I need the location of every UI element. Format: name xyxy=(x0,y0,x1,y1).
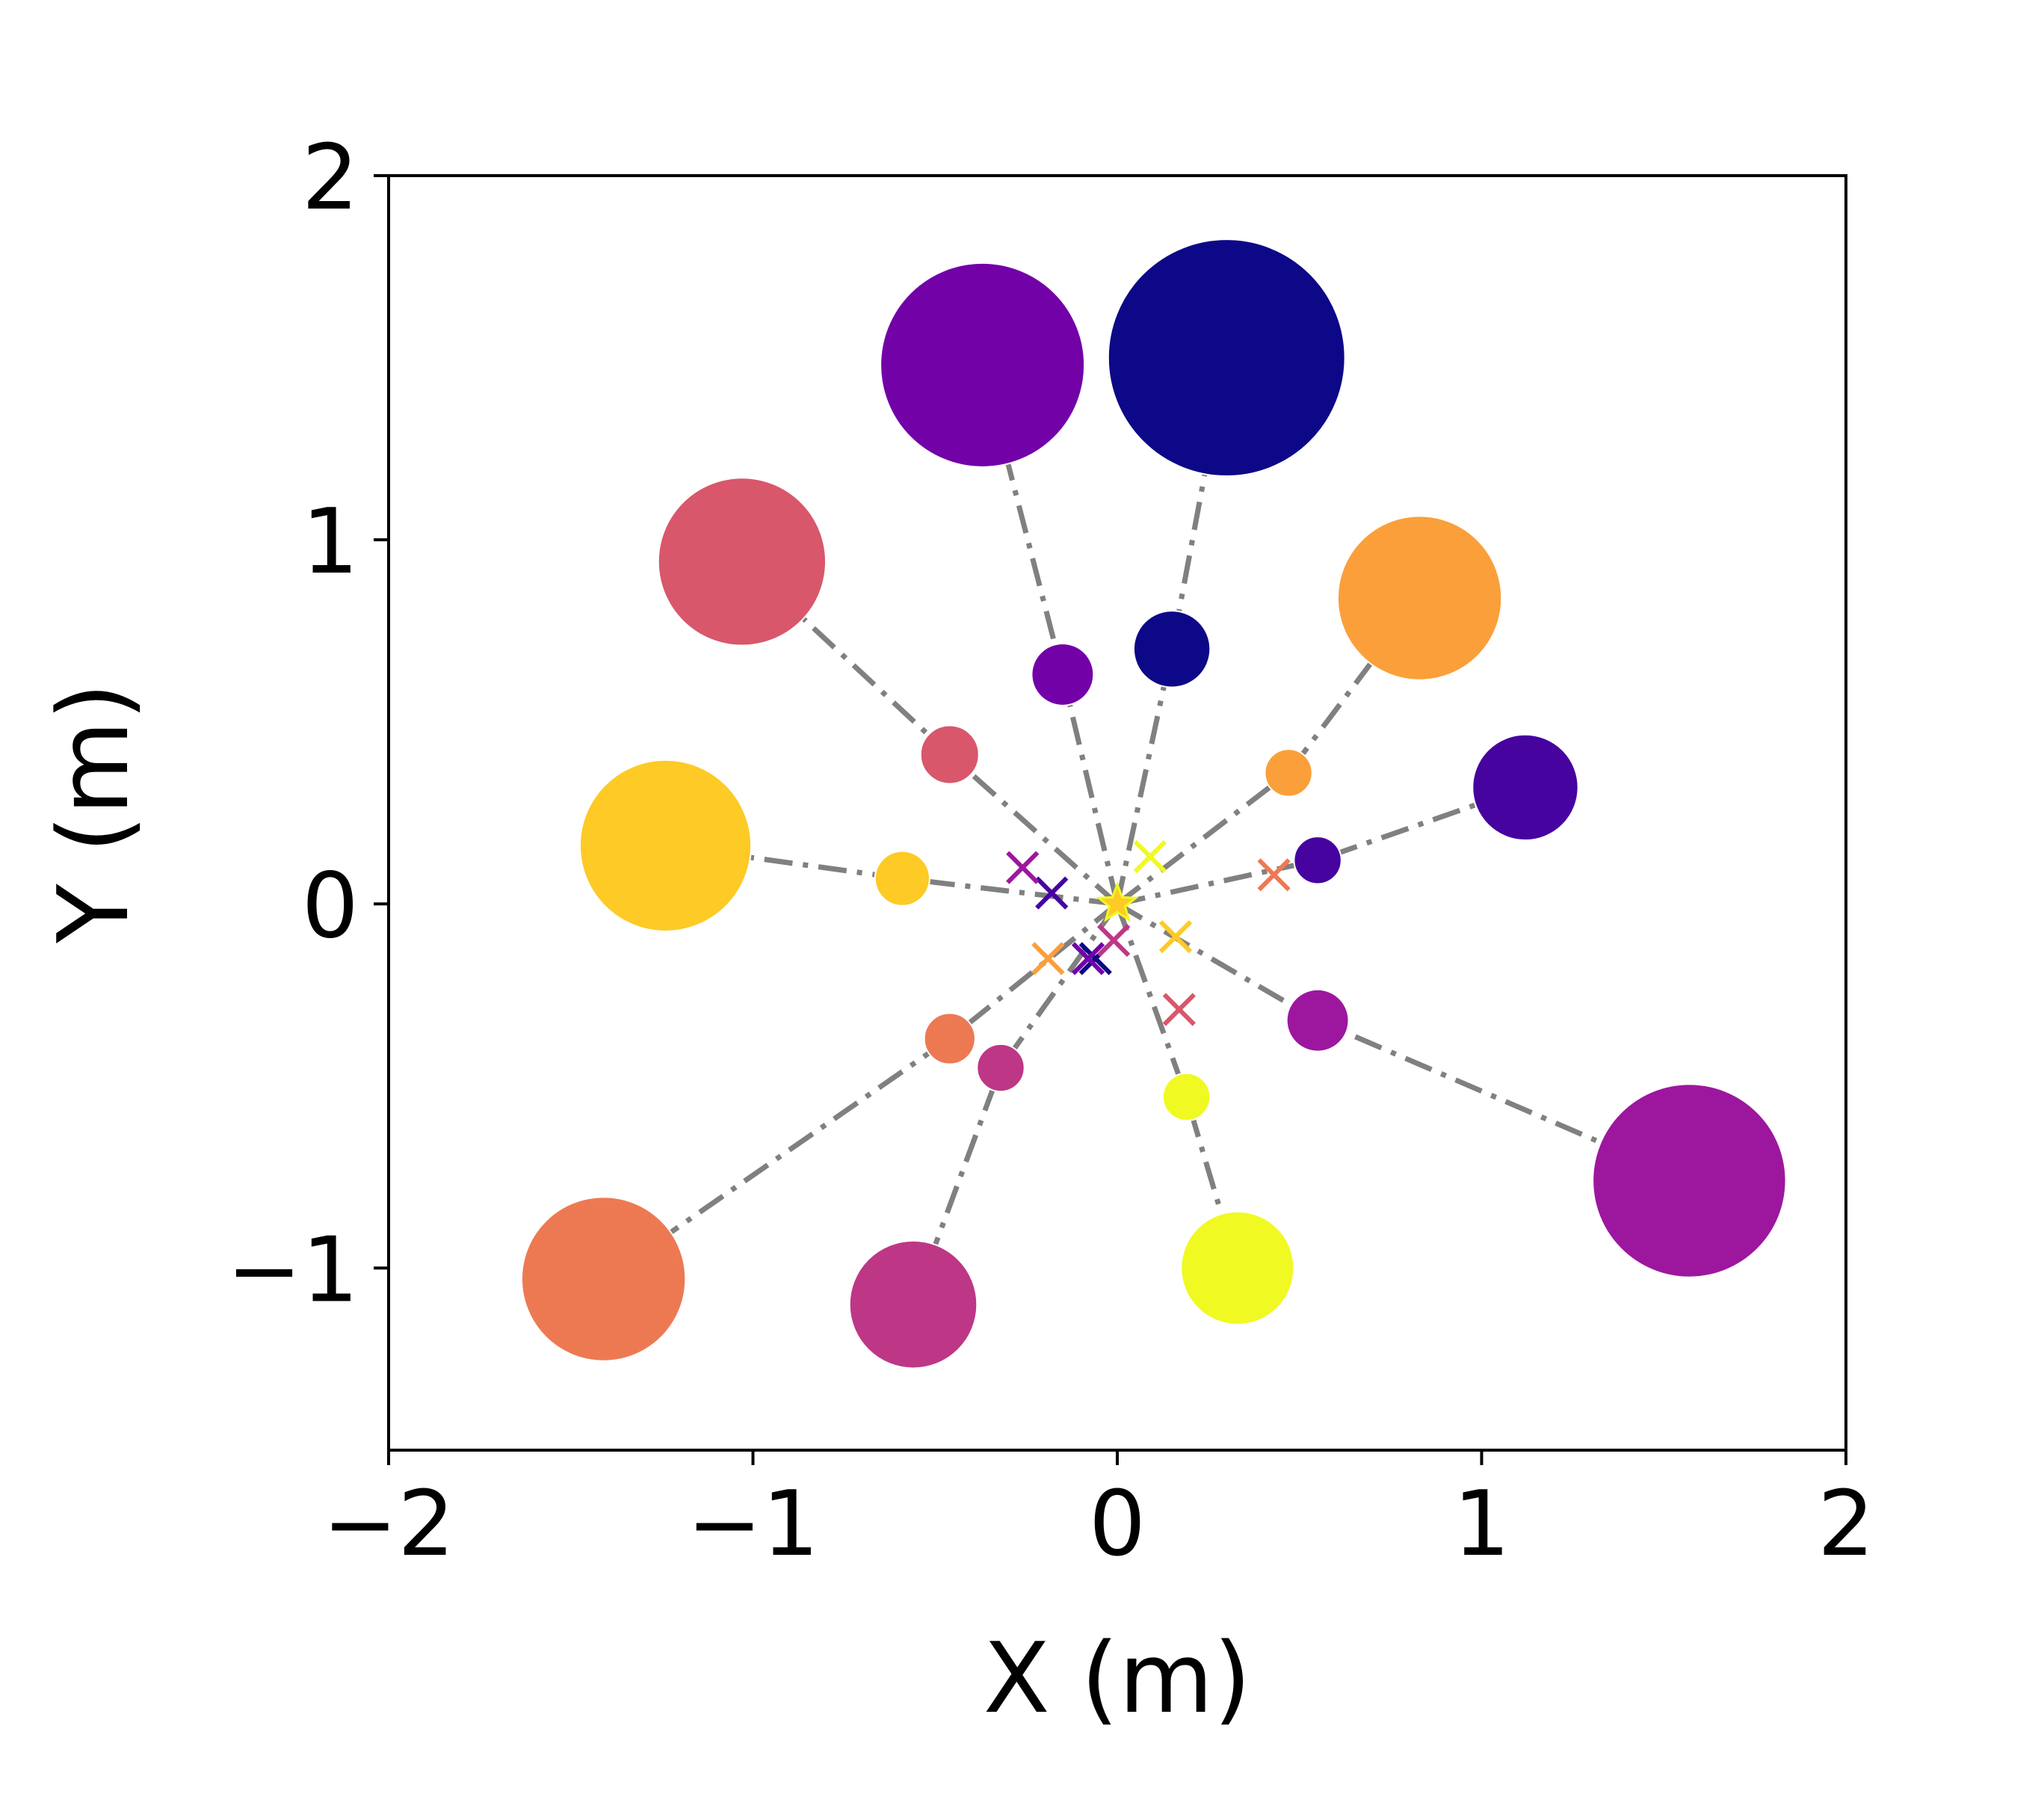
outer-point-3 xyxy=(880,262,1086,468)
outer-point-2 xyxy=(1472,733,1579,842)
x-tick-label: 2 xyxy=(1818,1473,1874,1576)
outer-point-6 xyxy=(657,477,827,647)
y-tick-label: 2 xyxy=(302,126,359,230)
cross-marker-9 xyxy=(1158,920,1193,954)
outer-point-5 xyxy=(848,1239,978,1369)
cross-marker-3 xyxy=(1071,942,1105,975)
inner-point-8 xyxy=(1264,748,1313,798)
x-axis-label: X (m) xyxy=(984,1621,1251,1735)
outer-point-8 xyxy=(1336,515,1503,681)
cross-marker-10 xyxy=(1133,839,1167,874)
x-tick-label: 0 xyxy=(1089,1473,1146,1576)
inner-point-1 xyxy=(1132,610,1211,688)
y-tick-label: −1 xyxy=(226,1218,359,1322)
outer-point-9 xyxy=(578,759,753,932)
inner-point-10 xyxy=(1161,1072,1211,1122)
cross-marker-6 xyxy=(1162,993,1196,1026)
inner-point-2 xyxy=(1293,836,1342,885)
data-markers xyxy=(520,238,1787,1369)
cross-marker-2 xyxy=(1035,876,1069,910)
cross-marker-4 xyxy=(1006,851,1040,884)
y-tick-label: 1 xyxy=(302,490,359,594)
inner-point-9 xyxy=(874,850,930,907)
inner-point-3 xyxy=(1031,642,1095,706)
x-tick-label: −2 xyxy=(323,1473,455,1576)
outer-point-10 xyxy=(1180,1210,1295,1325)
outer-point-7 xyxy=(520,1196,687,1362)
cross-marker-5 xyxy=(1097,923,1131,958)
outer-point-4 xyxy=(1592,1083,1787,1278)
inner-point-7 xyxy=(923,1012,976,1065)
spoke-line-5 xyxy=(910,902,1120,1306)
origin-star-marker xyxy=(1096,881,1139,922)
inner-point-4 xyxy=(1285,988,1350,1052)
axis-ticks: −2 −1 0 1 2 −1 0 1 2 xyxy=(226,126,1874,1576)
cross-marker-8 xyxy=(1031,942,1065,975)
inner-point-5 xyxy=(976,1043,1025,1093)
inner-point-6 xyxy=(919,724,980,785)
outer-point-1 xyxy=(1107,238,1346,478)
y-axis-label: Y (m) xyxy=(37,682,150,944)
spoke-line-9 xyxy=(665,842,1118,907)
y-tick-label: 0 xyxy=(302,854,359,958)
cross-marker-7 xyxy=(1257,858,1291,892)
spoke-line-7 xyxy=(602,901,1120,1281)
spoke-line-8 xyxy=(1115,596,1422,907)
x-tick-label: 1 xyxy=(1453,1473,1510,1576)
x-tick-label: −1 xyxy=(687,1473,819,1576)
